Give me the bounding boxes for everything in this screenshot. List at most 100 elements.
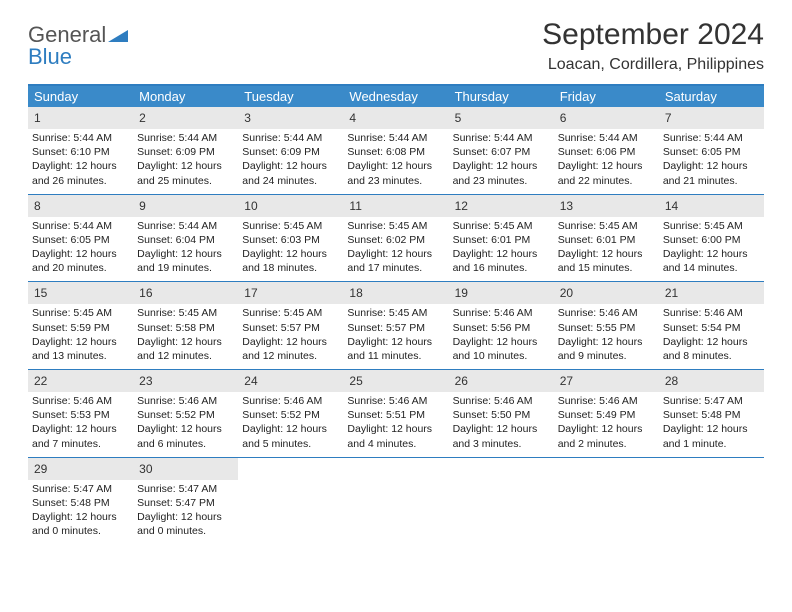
day-cell: 6Sunrise: 5:44 AMSunset: 6:06 PMDaylight…	[554, 107, 659, 194]
sunset-line: Sunset: 6:05 PM	[663, 145, 760, 159]
day-cell: 7Sunrise: 5:44 AMSunset: 6:05 PMDaylight…	[659, 107, 764, 194]
day-cell: 16Sunrise: 5:45 AMSunset: 5:58 PMDayligh…	[133, 282, 238, 369]
day-number: 3	[244, 111, 251, 125]
daylight-line: Daylight: 12 hours and 6 minutes.	[137, 422, 234, 450]
daylight-line: Daylight: 12 hours and 22 minutes.	[558, 159, 655, 187]
week-row: 29Sunrise: 5:47 AMSunset: 5:48 PMDayligh…	[28, 458, 764, 545]
day-number-row: 16	[133, 282, 238, 304]
day-number-row: 20	[554, 282, 659, 304]
weekday-thursday: Thursday	[449, 86, 554, 107]
day-number: 22	[34, 374, 47, 388]
sunrise-line: Sunrise: 5:46 AM	[137, 394, 234, 408]
day-cell: 27Sunrise: 5:46 AMSunset: 5:49 PMDayligh…	[554, 370, 659, 457]
day-number: 5	[455, 111, 462, 125]
sunrise-line: Sunrise: 5:44 AM	[347, 131, 444, 145]
sunset-line: Sunset: 5:54 PM	[663, 321, 760, 335]
day-number: 27	[560, 374, 573, 388]
daylight-line: Daylight: 12 hours and 13 minutes.	[32, 335, 129, 363]
day-cell: 8Sunrise: 5:44 AMSunset: 6:05 PMDaylight…	[28, 195, 133, 282]
sunset-line: Sunset: 6:01 PM	[558, 233, 655, 247]
day-number: 12	[455, 199, 468, 213]
day-number: 2	[139, 111, 146, 125]
sunrise-line: Sunrise: 5:46 AM	[558, 306, 655, 320]
day-cell: 26Sunrise: 5:46 AMSunset: 5:50 PMDayligh…	[449, 370, 554, 457]
day-number: 6	[560, 111, 567, 125]
day-cell	[238, 458, 343, 545]
day-cell	[554, 458, 659, 545]
sunset-line: Sunset: 6:07 PM	[453, 145, 550, 159]
sunset-line: Sunset: 5:57 PM	[242, 321, 339, 335]
sunset-line: Sunset: 5:56 PM	[453, 321, 550, 335]
day-number-row: 24	[238, 370, 343, 392]
day-number-row: 1	[28, 107, 133, 129]
sunrise-line: Sunrise: 5:45 AM	[558, 219, 655, 233]
day-number: 28	[665, 374, 678, 388]
day-number: 25	[349, 374, 362, 388]
day-number-row: 14	[659, 195, 764, 217]
day-number: 16	[139, 286, 152, 300]
sunrise-line: Sunrise: 5:44 AM	[137, 131, 234, 145]
sunset-line: Sunset: 6:04 PM	[137, 233, 234, 247]
sunrise-line: Sunrise: 5:45 AM	[242, 219, 339, 233]
day-number-row: 9	[133, 195, 238, 217]
day-cell: 5Sunrise: 5:44 AMSunset: 6:07 PMDaylight…	[449, 107, 554, 194]
day-number: 19	[455, 286, 468, 300]
day-cell: 1Sunrise: 5:44 AMSunset: 6:10 PMDaylight…	[28, 107, 133, 194]
daylight-line: Daylight: 12 hours and 25 minutes.	[137, 159, 234, 187]
sunrise-line: Sunrise: 5:46 AM	[242, 394, 339, 408]
day-cell: 19Sunrise: 5:46 AMSunset: 5:56 PMDayligh…	[449, 282, 554, 369]
weekday-wednesday: Wednesday	[343, 86, 448, 107]
sunrise-line: Sunrise: 5:45 AM	[242, 306, 339, 320]
day-number: 17	[244, 286, 257, 300]
sunset-line: Sunset: 6:09 PM	[137, 145, 234, 159]
logo-triangle-icon	[108, 24, 128, 46]
sunrise-line: Sunrise: 5:45 AM	[347, 219, 444, 233]
sunrise-line: Sunrise: 5:45 AM	[347, 306, 444, 320]
sunrise-line: Sunrise: 5:44 AM	[32, 131, 129, 145]
day-cell: 17Sunrise: 5:45 AMSunset: 5:57 PMDayligh…	[238, 282, 343, 369]
calendar: Sunday Monday Tuesday Wednesday Thursday…	[28, 84, 764, 544]
day-cell: 4Sunrise: 5:44 AMSunset: 6:08 PMDaylight…	[343, 107, 448, 194]
daylight-line: Daylight: 12 hours and 26 minutes.	[32, 159, 129, 187]
sunrise-line: Sunrise: 5:47 AM	[663, 394, 760, 408]
day-cell: 30Sunrise: 5:47 AMSunset: 5:47 PMDayligh…	[133, 458, 238, 545]
sunset-line: Sunset: 5:50 PM	[453, 408, 550, 422]
day-cell	[449, 458, 554, 545]
day-number: 4	[349, 111, 356, 125]
day-number: 29	[34, 462, 47, 476]
sunrise-line: Sunrise: 5:44 AM	[663, 131, 760, 145]
sunrise-line: Sunrise: 5:44 AM	[32, 219, 129, 233]
day-number-row: 28	[659, 370, 764, 392]
daylight-line: Daylight: 12 hours and 16 minutes.	[453, 247, 550, 275]
sunset-line: Sunset: 5:57 PM	[347, 321, 444, 335]
daylight-line: Daylight: 12 hours and 9 minutes.	[558, 335, 655, 363]
day-number-row: 25	[343, 370, 448, 392]
daylight-line: Daylight: 12 hours and 17 minutes.	[347, 247, 444, 275]
day-cell: 22Sunrise: 5:46 AMSunset: 5:53 PMDayligh…	[28, 370, 133, 457]
day-number-row: 15	[28, 282, 133, 304]
day-number-row: 26	[449, 370, 554, 392]
day-number: 9	[139, 199, 146, 213]
daylight-line: Daylight: 12 hours and 21 minutes.	[663, 159, 760, 187]
week-row: 15Sunrise: 5:45 AMSunset: 5:59 PMDayligh…	[28, 282, 764, 370]
daylight-line: Daylight: 12 hours and 2 minutes.	[558, 422, 655, 450]
day-cell: 11Sunrise: 5:45 AMSunset: 6:02 PMDayligh…	[343, 195, 448, 282]
week-row: 1Sunrise: 5:44 AMSunset: 6:10 PMDaylight…	[28, 107, 764, 195]
sunset-line: Sunset: 6:09 PM	[242, 145, 339, 159]
sunrise-line: Sunrise: 5:45 AM	[32, 306, 129, 320]
day-number-row: 12	[449, 195, 554, 217]
sunset-line: Sunset: 6:02 PM	[347, 233, 444, 247]
day-number: 23	[139, 374, 152, 388]
daylight-line: Daylight: 12 hours and 5 minutes.	[242, 422, 339, 450]
day-cell: 24Sunrise: 5:46 AMSunset: 5:52 PMDayligh…	[238, 370, 343, 457]
day-number-row: 17	[238, 282, 343, 304]
day-number: 13	[560, 199, 573, 213]
day-cell: 9Sunrise: 5:44 AMSunset: 6:04 PMDaylight…	[133, 195, 238, 282]
day-number: 15	[34, 286, 47, 300]
sunset-line: Sunset: 6:03 PM	[242, 233, 339, 247]
week-row: 8Sunrise: 5:44 AMSunset: 6:05 PMDaylight…	[28, 195, 764, 283]
sunrise-line: Sunrise: 5:46 AM	[453, 306, 550, 320]
daylight-line: Daylight: 12 hours and 15 minutes.	[558, 247, 655, 275]
sunset-line: Sunset: 5:48 PM	[663, 408, 760, 422]
weekday-header-row: Sunday Monday Tuesday Wednesday Thursday…	[28, 86, 764, 107]
